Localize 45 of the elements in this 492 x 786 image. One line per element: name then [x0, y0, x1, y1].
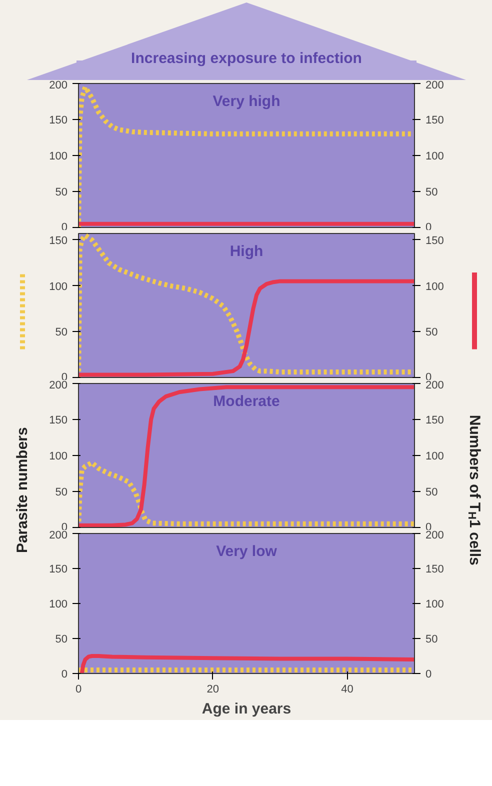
x-tick-label: 40 [341, 684, 354, 696]
y-tick-label: 150 [49, 234, 68, 247]
text: Very low [216, 543, 278, 560]
y2-tick-label: 0 [426, 668, 432, 680]
y-tick-label: 50 [55, 326, 68, 339]
y-tick-label: 100 [49, 280, 68, 293]
line-series [78, 385, 414, 528]
y-tick-label: 50 [55, 634, 68, 646]
y2-tick-label: 150 [426, 234, 444, 247]
y2-tick-label: 150 [426, 414, 444, 426]
y2-tick-label: 50 [426, 634, 438, 646]
y2-tick-label: 100 [426, 598, 444, 610]
y-axis-title: Parasite numbers [14, 427, 31, 554]
y-tick-label: 0 [61, 668, 68, 680]
y2-tick-label: 100 [426, 450, 444, 462]
x-tick-label: 0 [75, 684, 82, 696]
y-tick-label: 150 [49, 414, 68, 426]
y-tick-label: 150 [49, 114, 68, 126]
y-tick-label: 50 [55, 486, 68, 498]
y2-tick-label: 200 [426, 380, 444, 392]
text: High [230, 243, 264, 260]
y-tick-label: 100 [49, 450, 68, 462]
y2-tick-label: 200 [426, 530, 444, 542]
y-tick-label: 50 [55, 186, 68, 198]
y2-tick-label: 50 [426, 326, 438, 339]
x-tick-label: 20 [206, 684, 220, 696]
y2-tick-label: 50 [426, 186, 438, 198]
y2-tick-label: 150 [426, 564, 444, 576]
text: Very high [212, 93, 280, 110]
text: Moderate [213, 393, 280, 410]
y-tick-label: 200 [49, 530, 68, 542]
y-tick-label: 200 [49, 80, 68, 92]
line-series [78, 279, 414, 377]
x-axis-title: Age in years [202, 700, 292, 718]
y2-tick-label: 100 [426, 280, 444, 293]
y2-tick-label: 50 [426, 486, 438, 498]
y-tick-label: 150 [49, 564, 68, 576]
text: Increasing exposure to infection [131, 50, 362, 67]
y-tick-label: 100 [49, 150, 68, 162]
y2-axis-title: Numbers of TH1 cells [466, 414, 483, 566]
y2-tick-label: 150 [426, 114, 444, 126]
y-tick-label: 100 [49, 598, 68, 610]
y2-tick-label: 200 [426, 80, 444, 92]
y2-tick-label: 100 [426, 150, 444, 162]
y-tick-label: 200 [49, 380, 68, 392]
